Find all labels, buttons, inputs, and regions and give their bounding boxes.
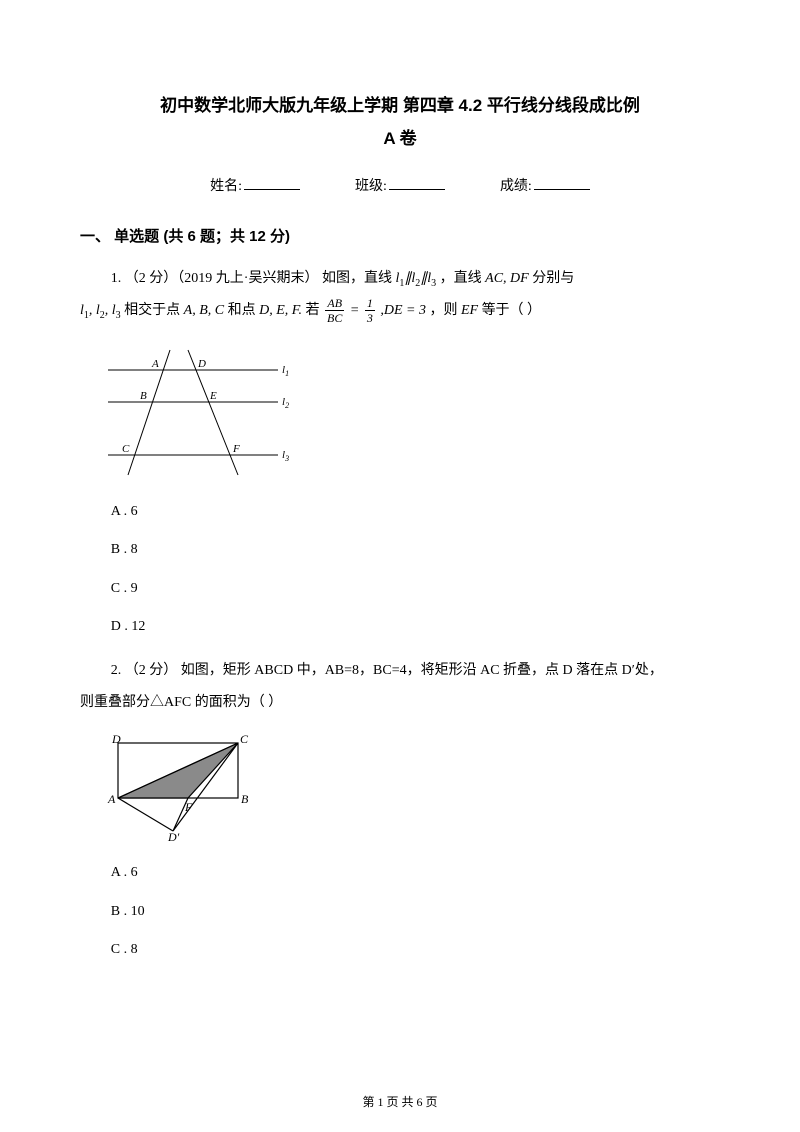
q1-t8: 等于（ ） [482,303,542,318]
q1-t5: 和点 [228,303,260,318]
svg-text:A: A [107,792,116,806]
name-blank [244,189,300,190]
q1-ef: EF [461,303,478,318]
q1-line2: l1, l2, l3 相交于点 A, B, C 和点 D, E, F. 若 AB… [80,296,720,326]
svg-text:D: D [111,732,121,746]
q1-t1: 1. （2 分）（2019 九上·吴兴期末） 如图，直线 [111,271,396,286]
q1-t2: ，直线 [440,271,486,286]
section-header: 一、 单选题 (共 6 题；共 12 分) [80,225,720,246]
q1-frac2: 13 [365,297,375,324]
info-line: 姓名: 班级: 成绩: [80,175,720,195]
class-blank [389,189,445,190]
svg-text:F: F [232,443,240,455]
q1-t7: ，则 [429,303,461,318]
score-label: 成绩: [500,179,532,194]
svg-text:C: C [122,443,130,455]
q1-de3: ,DE = 3 [380,303,426,318]
q1-l123: l1, l2, l3 [80,303,121,318]
svg-text:B: B [140,390,147,402]
q1-parallel: l1∥l2∥l3 [395,271,436,286]
q2-opt-b: B . 10 [80,901,720,923]
svg-text:l2: l2 [282,396,289,410]
page: 初中数学北师大版九年级上学期 第四章 4.2 平行线分线段成比例 A 卷 姓名:… [0,0,800,1132]
svg-text:F: F [184,800,193,814]
q1-eq: = [350,303,359,318]
q2-svg: D C A B F D′ [98,731,268,841]
q2-line1: 2. （2 分） 如图，矩形 ABCD 中，AB=8，BC=4，将矩形沿 AC … [80,656,720,685]
svg-text:l3: l3 [282,449,289,463]
q1-def: D, E, F. [259,303,302,318]
q1-opt-b: B . 8 [80,539,720,561]
q1-t6: 若 [306,303,324,318]
svg-text:D′: D′ [167,830,180,841]
page-subtitle: A 卷 [80,124,720,149]
svg-text:E: E [209,390,217,402]
name-label: 姓名: [210,179,242,194]
q1-frac1: ABBC [325,297,344,324]
q1-line1: 1. （2 分）（2019 九上·吴兴期末） 如图，直线 l1∥l2∥l3 ，直… [80,264,720,294]
q2-figure: D C A B F D′ [98,731,720,846]
svg-text:l1: l1 [282,364,289,378]
svg-text:B: B [241,792,249,806]
q1-opt-c: C . 9 [80,578,720,600]
q1-t4: 相交于点 [124,303,184,318]
q1-acdf: AC, DF [485,271,529,286]
score-blank [534,189,590,190]
q1-t3: 分别与 [532,271,574,286]
q2-line2: 则重叠部分△AFC 的面积为（ ） [80,688,720,717]
q1-figure: A D B E C F l1 l2 l3 [98,340,720,485]
svg-text:C: C [240,732,249,746]
q1-svg: A D B E C F l1 l2 l3 [98,340,318,480]
svg-text:D: D [197,358,206,370]
page-footer: 第 1 页 共 6 页 [0,1093,800,1110]
page-title: 初中数学北师大版九年级上学期 第四章 4.2 平行线分线段成比例 [80,90,720,122]
q1-abc: A, B, C [184,303,224,318]
q1-opt-d: D . 12 [80,616,720,638]
class-label: 班级: [355,179,387,194]
svg-text:A: A [151,358,159,370]
q1-opt-a: A . 6 [80,501,720,523]
q2-opt-c: C . 8 [80,939,720,961]
q2-opt-a: A . 6 [80,862,720,884]
